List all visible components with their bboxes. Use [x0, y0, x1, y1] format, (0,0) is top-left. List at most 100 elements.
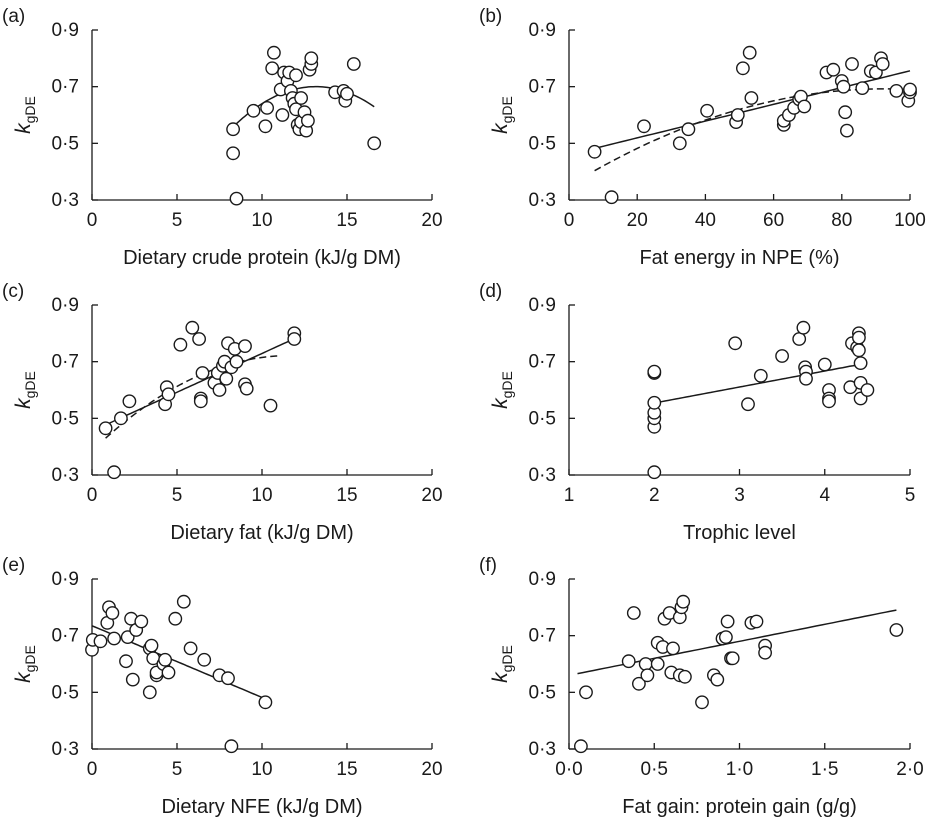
y-tick-label: 0·7 [52, 77, 79, 98]
data-point [107, 631, 122, 646]
fit-curve-dashed [105, 355, 280, 439]
panel-f: 0·3 0·5 0·7 0·9 0·0 0·5 1·0 1·5 2·0 (f) Fat gain: … [479, 555, 924, 818]
x-tick-label: 60 [763, 210, 784, 231]
x-tick-label: 20 [627, 210, 648, 231]
data-point [817, 357, 832, 372]
y-tick-label: 0·9 [529, 20, 556, 41]
data-point [736, 61, 750, 76]
x-tick-label: 15 [336, 485, 357, 506]
x-tick-label: 5 [172, 210, 183, 231]
x-axis-title: Trophic level [683, 522, 796, 544]
y-tick-label: 0·3 [529, 465, 556, 486]
x-tick-label: 4 [819, 485, 830, 506]
data-point [647, 364, 662, 379]
data-point [647, 395, 662, 410]
data-point [275, 108, 290, 122]
panel-a: 0·3 0·5 0·7 0·9 0 5 10 15 20 (a) Dietary crude pro… [2, 6, 443, 269]
data-point [775, 349, 789, 363]
x-tick-label: 20 [421, 485, 442, 506]
x-tick-label: 15 [336, 759, 357, 780]
x-axis-title: Fat gain: protein gain (g/g) [622, 796, 857, 818]
y-tick-label: 0·9 [529, 569, 556, 590]
x-tick-label: 2·0 [896, 759, 923, 780]
data-point [266, 45, 281, 60]
y-tick-label: 0·9 [52, 20, 79, 41]
data-point [749, 614, 764, 629]
data-point [367, 136, 382, 151]
y-axis-title: kgDE [12, 645, 38, 683]
x-tick-label: 0·5 [641, 759, 668, 780]
data-point [799, 371, 813, 386]
x-tick-label: 0 [87, 485, 98, 506]
data-point [676, 594, 691, 609]
data-point [98, 421, 113, 436]
data-point [604, 190, 619, 205]
data-point [626, 606, 641, 620]
data-point [728, 336, 743, 351]
panel-label: (e) [2, 555, 25, 576]
data-point [796, 320, 811, 335]
x-tick-label: 0 [87, 759, 98, 780]
panel-label: (f) [479, 555, 497, 576]
data-point [822, 394, 836, 409]
data-point [852, 343, 866, 358]
data-point [263, 398, 278, 413]
y-axis-title: kgDE [12, 96, 38, 134]
data-point [742, 45, 757, 60]
y-tick-label: 0·3 [52, 465, 79, 486]
y-tick-label: 0·9 [52, 569, 79, 590]
y-tick-label: 0·5 [52, 682, 79, 703]
x-tick-label: 100 [894, 210, 926, 231]
panel-d: 0·3 0·5 0·7 0·9 1 2 3 4 5 (d) Trophic level kgDE [479, 281, 915, 544]
data-point [144, 638, 159, 653]
panel-label: (a) [2, 6, 25, 27]
data-point [304, 51, 319, 66]
data-point [221, 671, 235, 686]
x-axis-title: Dietary NFE (kJ/g DM) [161, 796, 362, 818]
data-point [621, 654, 636, 669]
x-tick-label: 5 [172, 485, 183, 506]
data-point [105, 606, 120, 620]
x-tick-label: 2 [649, 485, 660, 506]
data-point [161, 387, 176, 402]
data-point [107, 465, 122, 480]
x-tick-label: 80 [831, 210, 852, 231]
x-tick-label: 20 [421, 759, 442, 780]
data-point [134, 614, 149, 629]
panel-c: 0·3 0·5 0·7 0·9 0 5 10 15 20 (c) Dietary fat (kJ/g… [2, 281, 443, 544]
x-tick-label: 10 [251, 210, 272, 231]
data-point [647, 465, 662, 480]
y-tick-label: 0·3 [52, 739, 79, 760]
data-point [114, 411, 128, 426]
data-point [638, 657, 653, 671]
data-point [142, 685, 157, 700]
y-axis-title: kgDE [489, 371, 515, 409]
data-point [840, 123, 854, 138]
y-tick-label: 0·7 [52, 626, 79, 647]
data-point [224, 739, 239, 754]
data-point [119, 654, 133, 669]
y-tick-label: 0·9 [529, 295, 556, 316]
y-axis-title: kgDE [489, 645, 515, 683]
data-point [226, 146, 241, 161]
data-point [258, 119, 273, 134]
data-point [294, 91, 308, 105]
data-point [681, 122, 696, 137]
panel-b: 0·3 0·5 0·7 0·9 0 20 40 60 80 100 (b) Fat energy in… [479, 6, 926, 269]
y-tick-label: 0·5 [52, 133, 79, 154]
x-tick-label: 3 [734, 485, 745, 506]
data-point [229, 191, 244, 206]
x-tick-label: 20 [421, 210, 442, 231]
data-point [212, 383, 227, 397]
data-point [229, 354, 244, 369]
data-point [195, 366, 210, 380]
data-point [860, 383, 875, 397]
data-point [238, 339, 252, 353]
data-point [678, 669, 692, 684]
data-point [587, 144, 602, 159]
data-point [173, 337, 188, 352]
data-point [226, 122, 241, 137]
y-tick-label: 0·7 [529, 626, 556, 647]
data-point [744, 91, 759, 105]
